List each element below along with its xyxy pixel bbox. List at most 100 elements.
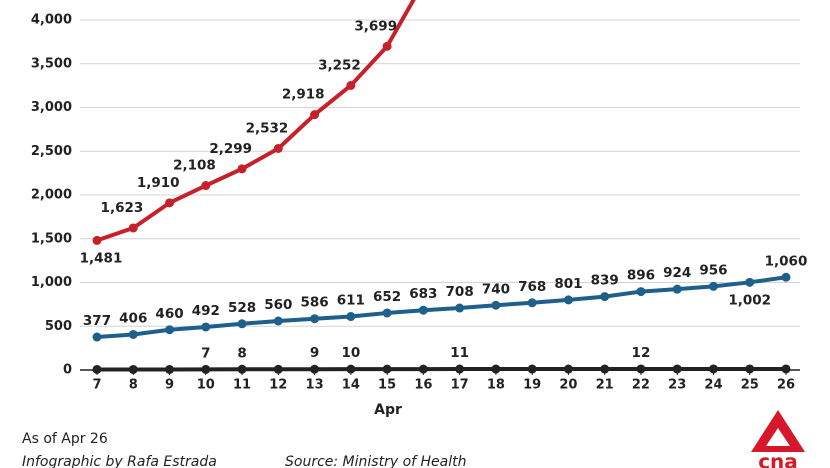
value-label: 2,532: [246, 120, 289, 136]
point: [672, 284, 682, 294]
point: [201, 322, 211, 332]
value-label: 708: [446, 284, 474, 300]
value-label: 924: [663, 265, 691, 281]
point: [563, 295, 573, 305]
value-label: 586: [300, 295, 328, 311]
value-label: 683: [409, 286, 437, 302]
point: [382, 308, 392, 318]
point: [600, 364, 610, 374]
value-label: 652: [373, 289, 401, 305]
point: [382, 364, 392, 374]
point: [92, 332, 102, 342]
note: Source: Ministry of Health: [285, 454, 466, 468]
series-line: [96, 0, 416, 243]
y-tick-label: 4,000: [31, 13, 72, 28]
y-tick-label: 3,000: [31, 100, 72, 115]
point: [165, 198, 175, 208]
point: [346, 312, 356, 322]
x-tick-label: 13: [306, 378, 324, 393]
point: [165, 364, 175, 374]
point: [636, 287, 646, 297]
series-line: [96, 275, 787, 340]
logo: cna: [758, 450, 798, 468]
y-tick-label: 3,500: [31, 56, 72, 71]
point: [273, 364, 283, 374]
x-tick-label: 16: [414, 378, 432, 393]
value-label: 406: [119, 310, 147, 326]
x-tick-label: 24: [704, 378, 722, 393]
point: [455, 303, 465, 313]
point: [745, 364, 755, 374]
value-label: 896: [627, 268, 655, 284]
value-label: 839: [591, 273, 619, 289]
point: [455, 364, 465, 374]
value-label: 377: [83, 313, 111, 329]
value-label: 740: [482, 281, 510, 297]
point: [92, 364, 102, 374]
point: [745, 277, 755, 287]
point: [128, 329, 138, 339]
y-tick-label: 500: [45, 319, 72, 334]
point: [418, 364, 428, 374]
point: [382, 41, 392, 51]
x-tick-label: 18: [487, 378, 505, 393]
point: [708, 281, 718, 291]
point: [418, 305, 428, 315]
x-tick-label: 25: [741, 378, 759, 393]
value-label: 1,060: [765, 253, 808, 269]
series-line: [97, 366, 786, 372]
value-label: 1,002: [728, 292, 771, 308]
note: Infographic by Rafa Estrada: [22, 454, 217, 468]
point: [672, 364, 682, 374]
value-label: 2,918: [282, 87, 325, 103]
point: [201, 364, 211, 374]
point: [708, 364, 718, 374]
point: [273, 143, 283, 153]
point: [600, 292, 610, 302]
value-label: 492: [192, 303, 220, 319]
y-tick-label: 0: [63, 363, 72, 378]
point: [128, 364, 138, 374]
x-tick-label: 20: [559, 378, 577, 393]
value-label: 768: [518, 279, 546, 295]
x-tick-label: 23: [668, 378, 686, 393]
x-tick-label: 17: [451, 378, 469, 393]
value-label: 7: [201, 345, 210, 361]
point: [636, 364, 646, 374]
logo-mark: [766, 428, 790, 446]
point: [310, 110, 320, 120]
x-tick-label: 9: [165, 378, 174, 393]
point: [527, 298, 537, 308]
note: As of Apr 26: [22, 431, 108, 447]
value-label: 11: [450, 345, 469, 361]
x-tick-label: 12: [269, 378, 287, 393]
x-tick-label: 11: [233, 378, 251, 393]
x-tick-label: 22: [632, 378, 650, 393]
value-label: 12: [632, 345, 651, 361]
point: [781, 272, 791, 282]
point: [237, 364, 247, 374]
value-label: 1,623: [101, 200, 144, 216]
value-label: 9: [310, 345, 319, 361]
y-tick-label: 1,500: [31, 231, 72, 246]
value-label: 560: [264, 297, 292, 313]
point: [92, 235, 102, 245]
point: [201, 181, 211, 191]
point: [310, 364, 320, 374]
value-label: 8: [237, 345, 246, 361]
x-tick-label: 14: [342, 378, 360, 393]
point: [346, 364, 356, 374]
y-tick-label: 2,000: [31, 188, 72, 203]
point: [491, 364, 501, 374]
point: [165, 325, 175, 335]
x-tick-label: 10: [197, 378, 215, 393]
point: [563, 364, 573, 374]
value-label: 956: [699, 262, 727, 278]
point: [128, 223, 138, 233]
value-label: 3,252: [318, 57, 361, 73]
x-tick-label: 8: [129, 378, 138, 393]
value-label: 460: [155, 306, 183, 322]
point: [273, 316, 283, 326]
x-tick-label: 7: [92, 378, 101, 393]
